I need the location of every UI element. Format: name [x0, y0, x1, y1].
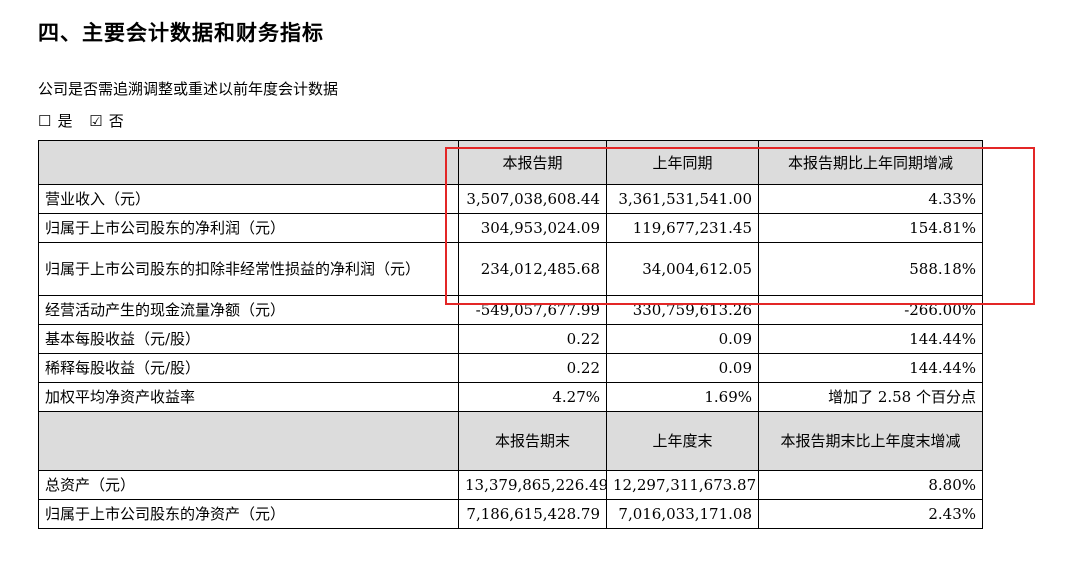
- row-label: 归属于上市公司股东的净资产（元）: [38, 499, 459, 529]
- header-prior-year-end: 上年度末: [606, 411, 759, 471]
- current-value: 234,012,485.68: [458, 242, 607, 296]
- prior-value: 330,759,613.26: [606, 295, 759, 325]
- financial-indicators-table: 本报告期 上年同期 本报告期比上年同期增减 营业收入（元） 3,507,038,…: [38, 140, 983, 529]
- change-value: 4.33%: [758, 184, 983, 214]
- current-value: 0.22: [458, 353, 607, 383]
- current-value: 4.27%: [458, 382, 607, 412]
- prior-value: 12,297,311,673.87: [606, 470, 759, 500]
- table-row: 营业收入（元） 3,507,038,608.44 3,361,531,541.0…: [38, 184, 983, 214]
- row-label: 归属于上市公司股东的净利润（元）: [38, 213, 459, 243]
- row-label: 基本每股收益（元/股）: [38, 324, 459, 354]
- table-row: 归属于上市公司股东的净利润（元） 304,953,024.09 119,677,…: [38, 213, 983, 243]
- prior-value: 34,004,612.05: [606, 242, 759, 296]
- change-value: 144.44%: [758, 353, 983, 383]
- header-period-end-change: 本报告期末比上年度末增减: [758, 411, 983, 471]
- table-row: 稀释每股收益（元/股） 0.22 0.09 144.44%: [38, 353, 983, 383]
- table-header-period: 本报告期 上年同期 本报告期比上年同期增减: [38, 140, 983, 185]
- change-value: 588.18%: [758, 242, 983, 296]
- header-current-period-end: 本报告期末: [458, 411, 607, 471]
- section-title: 四、主要会计数据和财务指标: [38, 21, 324, 45]
- table-row: 归属于上市公司股东的净资产（元） 7,186,615,428.79 7,016,…: [38, 499, 983, 529]
- change-value: -266.00%: [758, 295, 983, 325]
- header-period-change: 本报告期比上年同期增减: [758, 140, 983, 185]
- current-value: 13,379,865,226.49: [458, 470, 607, 500]
- row-label: 营业收入（元）: [38, 184, 459, 214]
- prior-value: 119,677,231.45: [606, 213, 759, 243]
- prior-value: 7,016,033,171.08: [606, 499, 759, 529]
- table-row: 归属于上市公司股东的扣除非经常性损益的净利润（元） 234,012,485.68…: [38, 242, 983, 296]
- table-row: 总资产（元） 13,379,865,226.49 12,297,311,673.…: [38, 470, 983, 500]
- table-row: 基本每股收益（元/股） 0.22 0.09 144.44%: [38, 324, 983, 354]
- restatement-question: 公司是否需追溯调整或重述以前年度会计数据: [38, 80, 339, 98]
- header-blank-cell: [38, 411, 459, 471]
- prior-value: 0.09: [606, 324, 759, 354]
- current-value: 0.22: [458, 324, 607, 354]
- change-value: 2.43%: [758, 499, 983, 529]
- change-value: 增加了 2.58 个百分点: [758, 382, 983, 412]
- restatement-options: ☐ 是 ☑ 否: [38, 110, 136, 131]
- header-prior-period: 上年同期: [606, 140, 759, 185]
- checkbox-checked-icon: ☑: [89, 112, 103, 130]
- header-current-period: 本报告期: [458, 140, 607, 185]
- current-value: 304,953,024.09: [458, 213, 607, 243]
- prior-value: 1.69%: [606, 382, 759, 412]
- option-yes[interactable]: ☐ 是: [38, 112, 78, 130]
- option-yes-label: 是: [57, 112, 73, 130]
- prior-value: 0.09: [606, 353, 759, 383]
- current-value: 3,507,038,608.44: [458, 184, 607, 214]
- change-value: 8.80%: [758, 470, 983, 500]
- table-row: 经营活动产生的现金流量净额（元） -549,057,677.99 330,759…: [38, 295, 983, 325]
- row-label: 加权平均净资产收益率: [38, 382, 459, 412]
- row-label: 稀释每股收益（元/股）: [38, 353, 459, 383]
- row-label: 归属于上市公司股东的扣除非经常性损益的净利润（元）: [38, 242, 459, 296]
- row-label: 经营活动产生的现金流量净额（元）: [38, 295, 459, 325]
- table-row: 加权平均净资产收益率 4.27% 1.69% 增加了 2.58 个百分点: [38, 382, 983, 412]
- change-value: 154.81%: [758, 213, 983, 243]
- option-no[interactable]: ☑ 否: [89, 112, 129, 130]
- checkbox-unchecked-icon: ☐: [38, 112, 52, 130]
- option-no-label: 否: [108, 112, 124, 130]
- header-blank-cell: [38, 140, 459, 185]
- change-value: 144.44%: [758, 324, 983, 354]
- prior-value: 3,361,531,541.00: [606, 184, 759, 214]
- current-value: -549,057,677.99: [458, 295, 607, 325]
- current-value: 7,186,615,428.79: [458, 499, 607, 529]
- table-header-period-end: 本报告期末 上年度末 本报告期末比上年度末增减: [38, 411, 983, 471]
- row-label: 总资产（元）: [38, 470, 459, 500]
